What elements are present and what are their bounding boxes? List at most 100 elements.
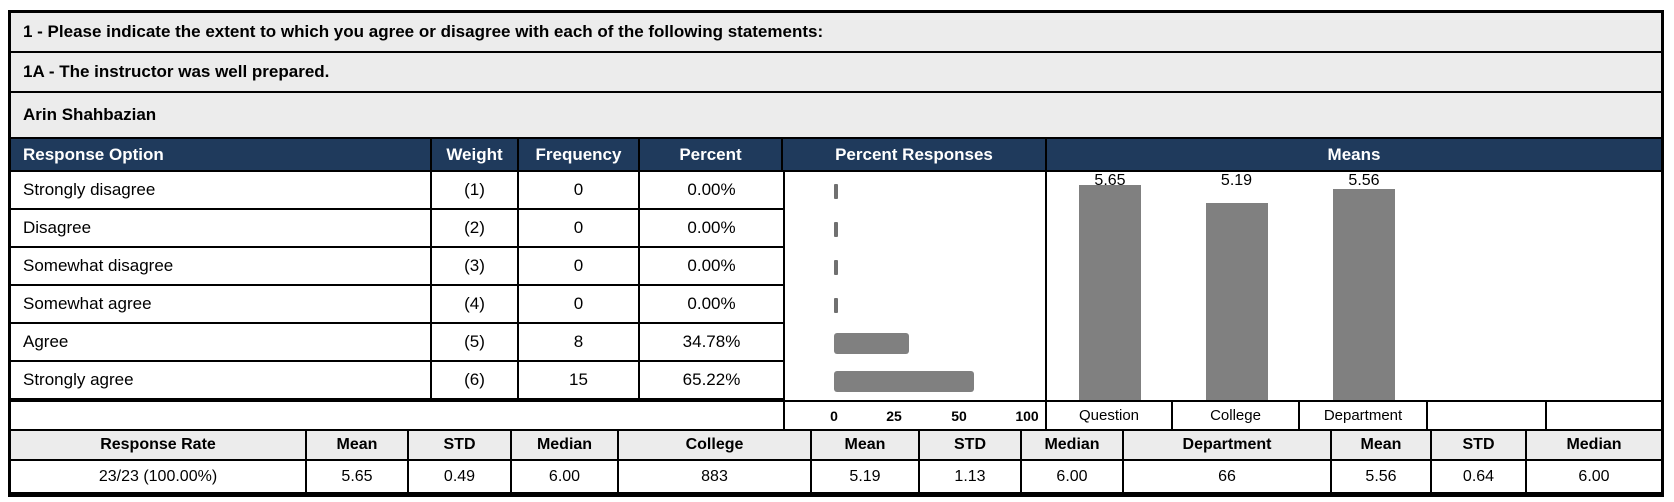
- column-header-means: Means: [1047, 139, 1661, 172]
- question-group-text: 1 - Please indicate the extent to which …: [23, 22, 824, 41]
- axis-tick-100: 100: [1015, 407, 1039, 424]
- means-category-row: Question College Department: [1047, 400, 1661, 429]
- summary-header-std: STD: [407, 430, 512, 461]
- means-bar-slot-department: 5.56: [1300, 172, 1428, 400]
- table-row-frequency: 8: [519, 324, 640, 362]
- means-value-label: 5.56: [1348, 172, 1380, 189]
- axis-row-blank-area: [11, 400, 783, 429]
- summary-header-department: Department: [1122, 430, 1332, 461]
- table-row-option: Disagree: [11, 210, 432, 248]
- table-row-weight: (5): [432, 324, 519, 362]
- summary-value-std: 0.64: [1430, 459, 1527, 492]
- means-category-department: Department: [1300, 402, 1428, 429]
- summary-header-std: STD: [1430, 430, 1527, 461]
- percent-bar-row: [785, 362, 1045, 400]
- means-chart: 5.65 5.19 5.56: [1047, 172, 1661, 400]
- percent-bar-row: [785, 248, 1045, 286]
- percent-bar: [834, 370, 974, 392]
- table-row-frequency: 15: [519, 362, 640, 400]
- percent-responses-chart: [783, 172, 1047, 400]
- table-row-frequency: 0: [519, 210, 640, 248]
- instructor-name: Arin Shahbazian: [23, 105, 157, 124]
- percent-bar: [834, 183, 838, 199]
- column-header-percent-responses: Percent Responses: [783, 139, 1047, 172]
- table-row-percent: 34.78%: [640, 324, 783, 362]
- percent-bar: [834, 332, 909, 354]
- means-category-question: Question: [1047, 402, 1173, 429]
- axis-tick-25: 25: [886, 407, 902, 424]
- table-row-option: Strongly disagree: [11, 172, 432, 210]
- table-row-option: Somewhat disagree: [11, 248, 432, 286]
- summary-value-department: 66: [1122, 459, 1332, 492]
- summary-header-median: Median: [510, 430, 619, 461]
- table-row-weight: (2): [432, 210, 519, 248]
- summary-header-mean: Mean: [305, 430, 409, 461]
- summary-value-median: 6.00: [1525, 459, 1661, 492]
- percent-bar: [834, 221, 838, 237]
- table-row-weight: (4): [432, 286, 519, 324]
- summary-value-row: 23/23 (100.00%) 5.65 0.49 6.00 883 5.19 …: [11, 459, 1661, 492]
- response-table: Response Option Weight Frequency Percent…: [11, 139, 1661, 429]
- percent-axis: 0 25 50 100: [783, 400, 1047, 429]
- summary-header-std: STD: [918, 430, 1022, 461]
- instructor-row: Arin Shahbazian: [11, 93, 1661, 139]
- summary-header-college: College: [617, 430, 812, 461]
- means-value-label: 5.19: [1220, 172, 1253, 189]
- percent-bar: [834, 259, 838, 275]
- column-header-response-option: Response Option: [11, 139, 432, 172]
- percent-bar-row: [785, 324, 1045, 362]
- table-row-percent: 65.22%: [640, 362, 783, 400]
- table-row-percent: 0.00%: [640, 286, 783, 324]
- summary-value-std: 0.49: [407, 459, 512, 492]
- table-row-frequency: 0: [519, 172, 640, 210]
- table-row-percent: 0.00%: [640, 210, 783, 248]
- summary-value-mean: 5.65: [305, 459, 409, 492]
- summary-value-response-rate: 23/23 (100.00%): [11, 459, 307, 492]
- summary-value-mean: 5.19: [810, 459, 920, 492]
- summary-header-mean: Mean: [810, 430, 920, 461]
- column-header-frequency: Frequency: [519, 139, 640, 172]
- table-row-frequency: 0: [519, 248, 640, 286]
- means-category-college: College: [1173, 402, 1300, 429]
- summary-value-median: 6.00: [1020, 459, 1124, 492]
- table-row-option: Agree: [11, 324, 432, 362]
- axis-tick-0: 0: [830, 407, 838, 424]
- summary-header-mean: Mean: [1330, 430, 1432, 461]
- column-header-percent: Percent: [640, 139, 783, 172]
- summary-value-college: 883: [617, 459, 812, 492]
- table-row-option: Strongly agree: [11, 362, 432, 400]
- means-bar-slot-question: 5.65: [1047, 172, 1173, 400]
- table-row-percent: 0.00%: [640, 172, 783, 210]
- percent-bar-row: [785, 172, 1045, 210]
- percent-bar: [834, 297, 838, 313]
- means-bar-slot-college: 5.19: [1173, 172, 1300, 400]
- table-row-weight: (1): [432, 172, 519, 210]
- summary-statistics-table: Response Rate Mean STD Median College Me…: [11, 429, 1661, 492]
- summary-header-median: Median: [1525, 430, 1661, 461]
- question-group-row: 1 - Please indicate the extent to which …: [11, 13, 1661, 53]
- table-row-frequency: 0: [519, 286, 640, 324]
- percent-bar-row: [785, 286, 1045, 324]
- summary-header-response-rate: Response Rate: [11, 430, 307, 461]
- summary-header-row: Response Rate Mean STD Median College Me…: [11, 430, 1661, 461]
- question-row: 1A - The instructor was well prepared.: [11, 53, 1661, 93]
- table-row-percent: 0.00%: [640, 248, 783, 286]
- table-row-option: Somewhat agree: [11, 286, 432, 324]
- axis-tick-50: 50: [951, 407, 967, 424]
- question-text: 1A - The instructor was well prepared.: [23, 62, 330, 81]
- summary-value-mean: 5.56: [1330, 459, 1432, 492]
- means-bar-department: [1333, 189, 1395, 400]
- percent-bar-row: [785, 210, 1045, 248]
- table-row-weight: (6): [432, 362, 519, 400]
- summary-header-median: Median: [1020, 430, 1124, 461]
- summary-value-median: 6.00: [510, 459, 619, 492]
- means-bar-college: [1205, 203, 1268, 400]
- means-value-label: 5.65: [1094, 172, 1126, 189]
- column-header-weight: Weight: [432, 139, 519, 172]
- table-row-weight: (3): [432, 248, 519, 286]
- summary-value-std: 1.13: [918, 459, 1022, 492]
- means-category-empty: [1428, 402, 1547, 429]
- means-bar-question: [1079, 185, 1141, 400]
- report-frame: 1 - Please indicate the extent to which …: [8, 10, 1664, 497]
